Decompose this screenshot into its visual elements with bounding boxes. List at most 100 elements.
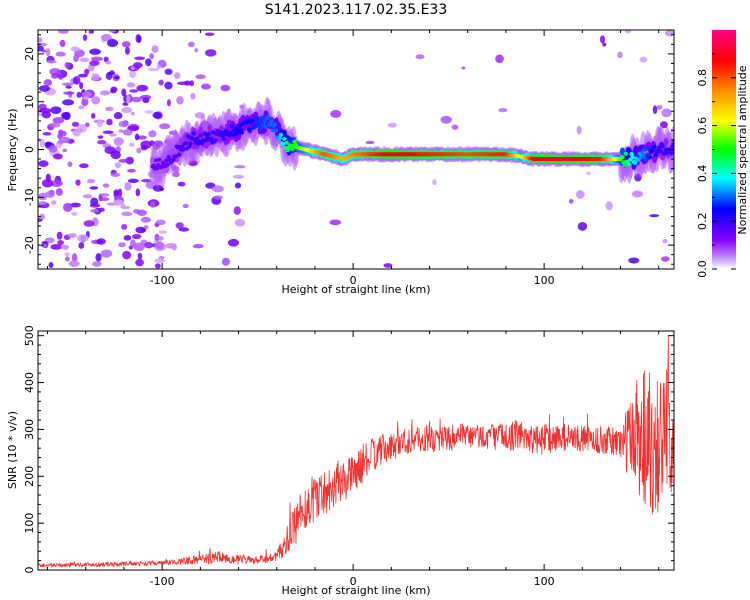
noise-speckle xyxy=(121,41,131,48)
ridge-core xyxy=(268,123,273,128)
noise-speckle xyxy=(155,219,166,226)
ridge-core xyxy=(187,144,192,149)
ridge-core xyxy=(183,141,189,146)
noise-speckle xyxy=(58,136,71,144)
noise-speckle xyxy=(64,256,70,262)
x-tick-label: 100 xyxy=(534,274,555,287)
noise-speckle xyxy=(96,238,106,245)
noise-speckle xyxy=(78,73,88,78)
colorbar-tick-label: 0.8 xyxy=(696,69,709,87)
noise-speckle xyxy=(125,46,130,55)
colorbar-tick-label: 0.6 xyxy=(696,117,709,135)
noise-speckle xyxy=(83,220,95,227)
noise-speckle xyxy=(171,243,177,251)
noise-speckle xyxy=(41,241,47,245)
noise-speckle xyxy=(81,91,92,98)
ridge-core xyxy=(237,123,242,128)
noise-speckle xyxy=(130,66,135,71)
noise-speckle xyxy=(221,257,231,266)
noise-speckle xyxy=(110,172,121,177)
noise-speckle xyxy=(39,213,45,220)
noise-speckle xyxy=(98,207,105,212)
noise-speckle xyxy=(82,34,88,41)
noise-speckle xyxy=(461,66,466,70)
noise-speckle xyxy=(39,138,46,148)
noise-speckle xyxy=(586,171,591,176)
noise-speckle xyxy=(164,81,173,90)
y-tick-label: 200 xyxy=(23,466,36,487)
ridge-core xyxy=(269,119,274,124)
snr-y-axis-label: SNR (10 * v/v) xyxy=(6,411,19,489)
noise-speckle xyxy=(141,178,152,183)
noise-speckle xyxy=(57,239,64,246)
noise-speckle xyxy=(71,121,80,127)
noise-speckle xyxy=(52,116,65,124)
noise-speckle xyxy=(151,45,159,53)
noise-speckle xyxy=(105,106,114,111)
noise-speckle xyxy=(624,30,632,34)
noise-speckle xyxy=(76,234,89,242)
ridge-band xyxy=(281,129,287,138)
noise-speckle xyxy=(234,182,242,189)
noise-speckle xyxy=(330,109,342,118)
ridge-core xyxy=(188,141,193,146)
noise-speckle xyxy=(125,156,135,165)
noise-speckle xyxy=(212,195,224,200)
noise-speckle xyxy=(43,79,53,87)
snr-x-axis-label: Height of straight line (km) xyxy=(281,584,430,597)
noise-speckle xyxy=(45,48,51,57)
noise-speckle xyxy=(62,202,73,212)
noise-speckle xyxy=(174,72,181,79)
noise-speckle xyxy=(90,56,103,62)
y-tick-label: 0 xyxy=(23,146,36,153)
noise-speckle xyxy=(152,111,162,119)
noise-speckle xyxy=(48,262,54,269)
ridge-core xyxy=(246,127,252,132)
noise-speckle xyxy=(58,30,69,34)
noise-speckle xyxy=(234,165,246,169)
noise-speckle xyxy=(51,72,59,79)
noise-speckle xyxy=(70,202,81,208)
noise-speckle xyxy=(46,60,57,64)
noise-speckle xyxy=(123,234,132,241)
noise-speckle xyxy=(144,110,154,114)
ridge-core xyxy=(650,148,655,153)
spectrogram-x-axis-label: Height of straight line (km) xyxy=(281,283,430,296)
noise-speckle xyxy=(117,188,123,198)
noise-speckle xyxy=(108,133,117,137)
ridge-core xyxy=(644,146,649,151)
ridge-core xyxy=(203,131,208,136)
noise-speckle xyxy=(78,242,85,249)
noise-speckle xyxy=(127,178,139,184)
noise-speckle xyxy=(135,258,144,267)
noise-speckle xyxy=(440,115,452,124)
noise-speckle xyxy=(48,122,61,128)
noise-speckle xyxy=(143,224,149,230)
noise-speckle xyxy=(204,32,215,36)
ridge-core xyxy=(223,128,229,133)
noise-speckle xyxy=(79,163,89,169)
noise-speckle xyxy=(57,73,64,80)
noise-speckle xyxy=(79,57,90,63)
noise-speckle xyxy=(144,241,153,249)
noise-speckle xyxy=(121,223,128,230)
noise-speckle xyxy=(89,186,99,190)
noise-speckle xyxy=(76,91,82,98)
y-tick-label: 300 xyxy=(23,419,36,440)
ridge-core xyxy=(623,151,629,156)
ridge-core xyxy=(277,136,282,141)
snr-series-line xyxy=(38,335,674,569)
noise-speckle xyxy=(84,68,90,75)
noise-speckle xyxy=(75,179,81,186)
noise-speckle xyxy=(96,140,107,145)
noise-speckle xyxy=(41,178,53,188)
noise-speckle xyxy=(131,234,142,240)
ridge-core xyxy=(658,148,663,153)
noise-speckle xyxy=(656,105,663,110)
noise-speckle xyxy=(42,131,52,136)
ridge-core xyxy=(664,150,670,155)
noise-speckle xyxy=(41,111,51,119)
noise-speckle xyxy=(113,137,124,146)
noise-speckle xyxy=(134,56,146,61)
noise-speckle xyxy=(126,82,136,88)
